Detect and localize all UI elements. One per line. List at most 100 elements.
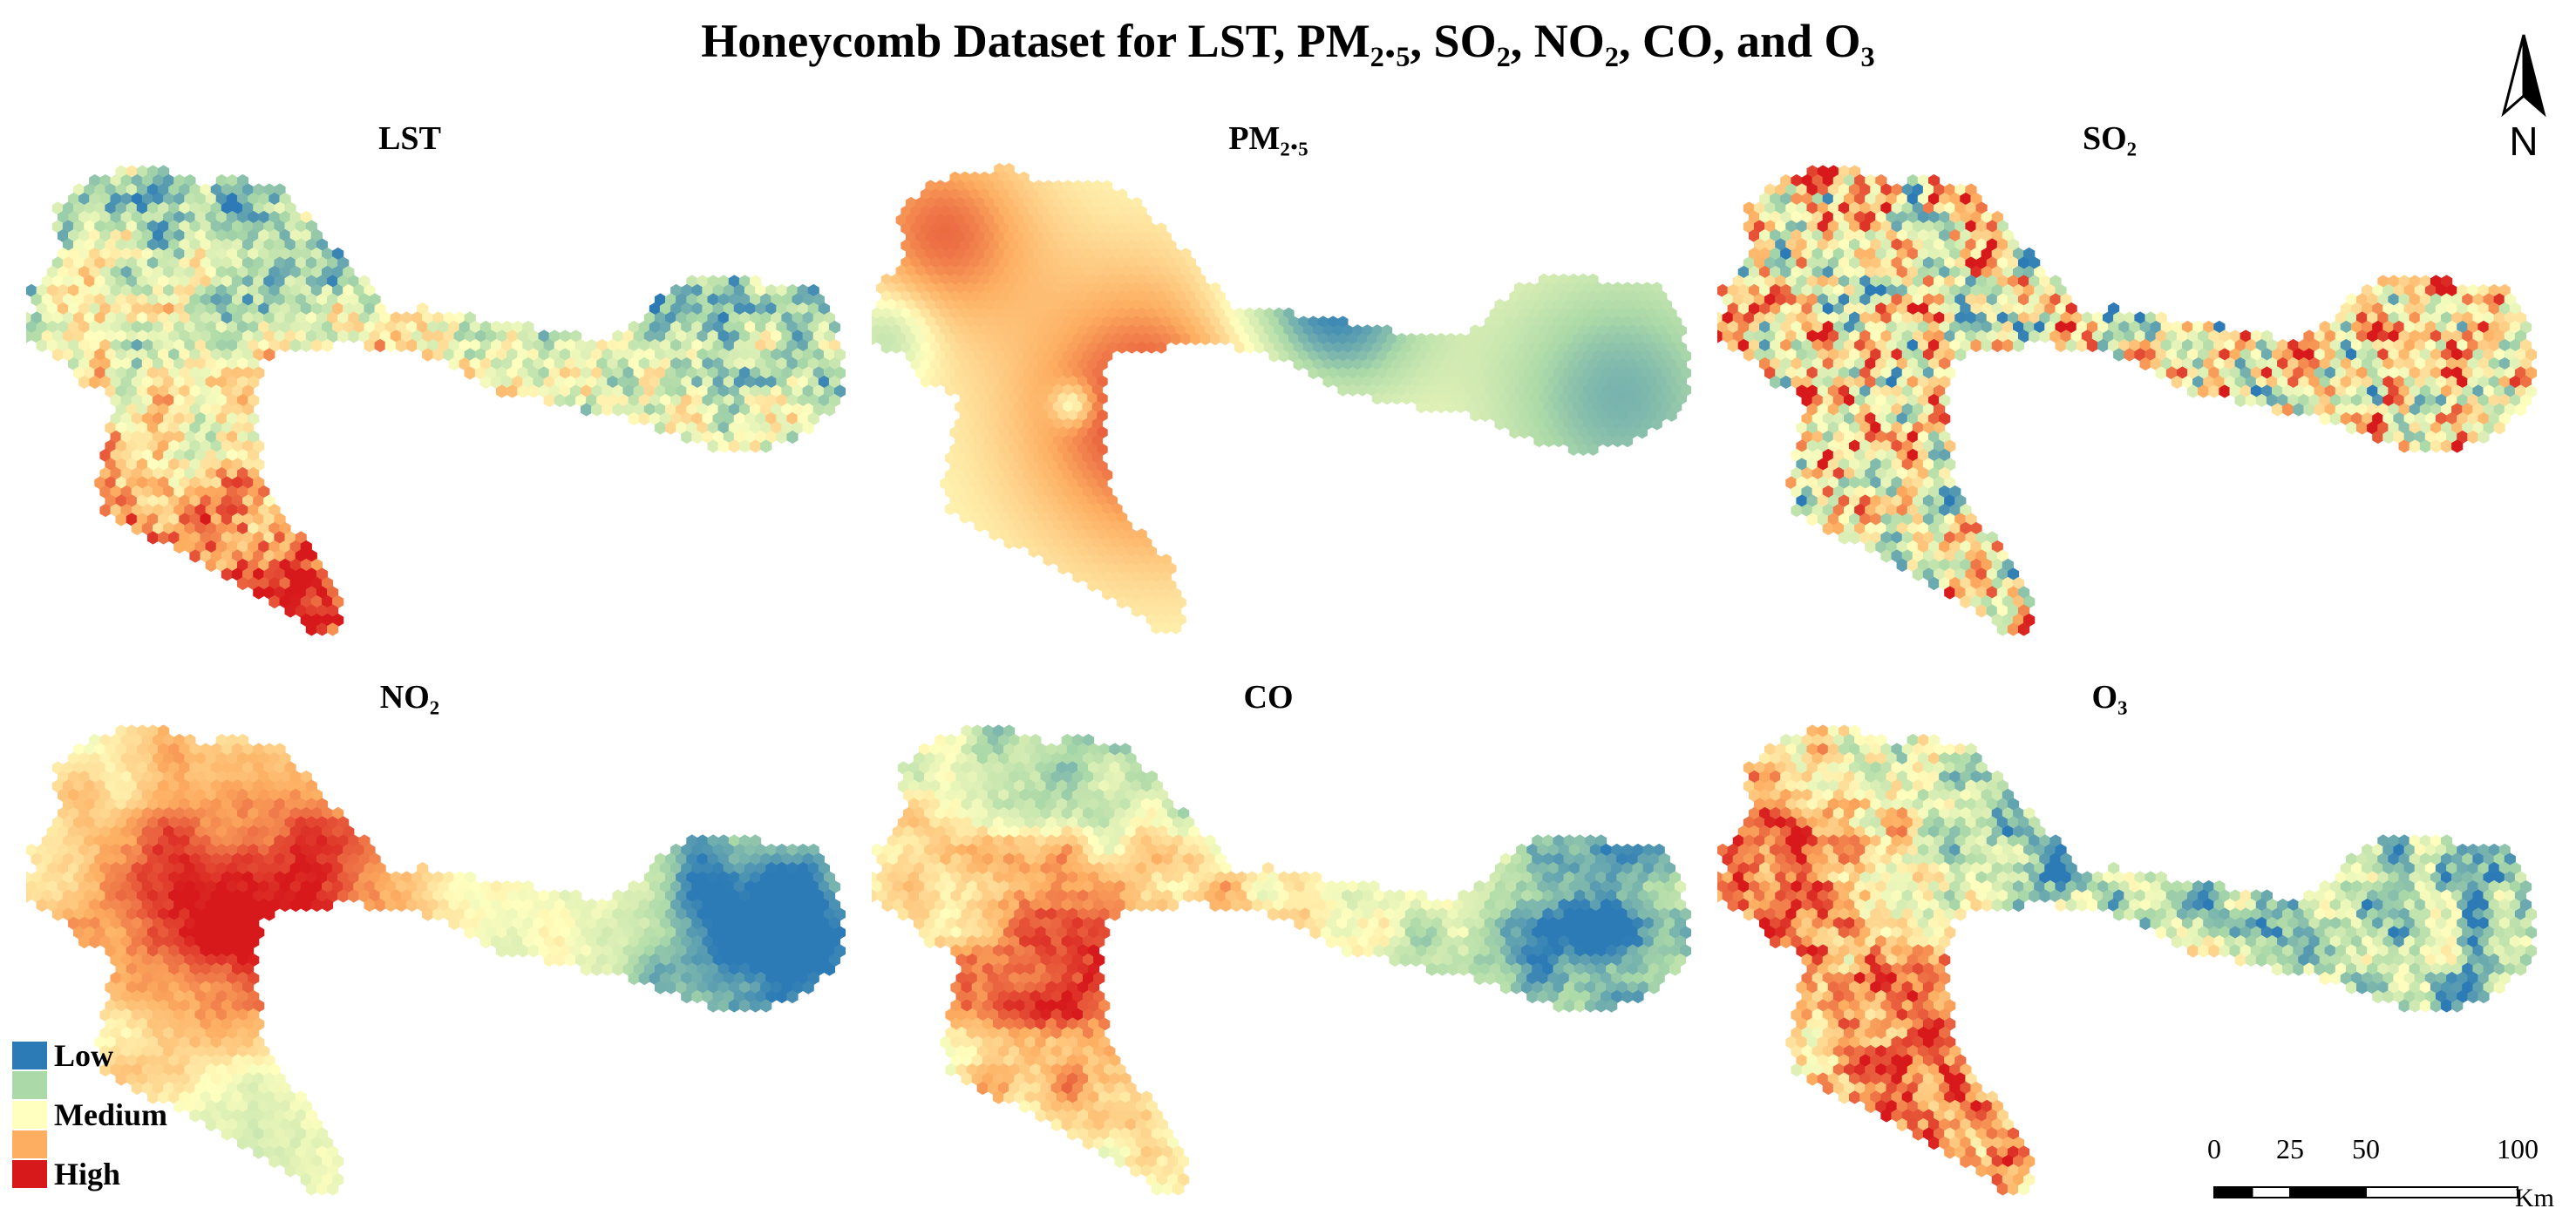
- honeycomb-cell: [1578, 358, 1589, 371]
- honeycomb-cell: [1865, 173, 1877, 188]
- honeycomb-cell: [2144, 311, 2157, 325]
- honeycomb-cell: [210, 531, 222, 545]
- honeycomb-cell: [1416, 332, 1427, 346]
- honeycomb-cell: [2240, 329, 2252, 343]
- honeycomb-cell: [1907, 320, 1919, 335]
- honeycomb-cell: [1494, 316, 1505, 329]
- honeycomb-cell: [89, 283, 101, 298]
- honeycomb-cell: [1009, 528, 1020, 541]
- honeycomb-cell: [1077, 494, 1089, 507]
- honeycomb-cell: [41, 834, 53, 848]
- honeycomb-cell: [343, 265, 355, 280]
- honeycomb-cell: [895, 214, 907, 227]
- honeycomb-cell: [935, 214, 946, 227]
- honeycomb-cell: [289, 806, 302, 821]
- honeycomb-cell: [126, 421, 138, 435]
- honeycomb-cell: [284, 201, 296, 215]
- honeycomb-cell: [1175, 324, 1186, 337]
- honeycomb-cell: [68, 788, 80, 803]
- honeycomb-cell: [1844, 356, 1856, 371]
- honeycomb-cell: [2498, 302, 2511, 316]
- honeycomb-cell: [163, 173, 175, 188]
- honeycomb-cell: [1067, 562, 1078, 575]
- honeycomb-cell: [1043, 418, 1054, 431]
- honeycomb-cell: [1332, 324, 1343, 337]
- honeycomb-cell: [126, 275, 138, 289]
- honeycomb-cell: [1917, 485, 1929, 499]
- honeycomb-cell: [984, 485, 996, 499]
- honeycomb-cell: [607, 393, 619, 408]
- honeycomb-cell: [221, 458, 233, 472]
- honeycomb-cell: [253, 816, 265, 830]
- honeycomb-cell: [189, 834, 201, 848]
- honeycomb-cell: [1785, 476, 1798, 490]
- honeycomb-cell: [1102, 536, 1113, 550]
- honeycomb-cell: [263, 586, 275, 600]
- honeycomb-cell: [1907, 247, 1919, 261]
- honeycomb-cell: [1102, 180, 1113, 193]
- honeycomb-cell: [1912, 348, 1924, 362]
- honeycomb-cell: [1886, 356, 1898, 371]
- honeycomb-cell: [237, 770, 249, 784]
- honeycomb-cell: [1111, 230, 1123, 244]
- honeycomb-cell: [2393, 338, 2405, 353]
- honeycomb-cell: [1806, 256, 1818, 270]
- honeycomb-cell: [2472, 329, 2484, 343]
- honeycomb-cell: [1160, 264, 1172, 278]
- honeycomb-cell: [1636, 307, 1648, 320]
- honeycomb-cell: [1785, 183, 1798, 197]
- honeycomb-cell: [649, 861, 661, 876]
- honeycomb-cell: [189, 871, 201, 885]
- honeycomb-cell: [1420, 358, 1432, 371]
- honeycomb-cell: [807, 843, 819, 858]
- honeycomb-cell: [717, 366, 730, 380]
- honeycomb-cell: [2467, 393, 2479, 408]
- honeycomb-cell: [944, 282, 956, 295]
- honeycomb-cell: [1981, 210, 1993, 225]
- honeycomb-cell: [1367, 384, 1378, 397]
- honeycomb-cell: [279, 861, 291, 876]
- honeycomb-cell: [670, 411, 683, 426]
- honeycomb-cell: [891, 273, 902, 286]
- honeycomb-cell: [1077, 426, 1089, 439]
- honeycomb-cell: [2324, 348, 2336, 362]
- honeycomb-cell: [57, 843, 69, 858]
- honeycomb-cell: [543, 393, 555, 408]
- honeycomb-cell: [1928, 173, 1940, 188]
- honeycomb-cell: [237, 411, 249, 426]
- honeycomb-cell: [184, 283, 196, 298]
- honeycomb-cell: [1494, 366, 1505, 380]
- honeycomb-cell: [1891, 293, 1903, 307]
- honeycomb-cell: [1489, 375, 1501, 388]
- honeycomb-cell: [1617, 392, 1628, 405]
- honeycomb-cell: [1097, 324, 1108, 337]
- honeycomb-cell: [78, 356, 91, 371]
- honeycomb-cell: [1087, 341, 1098, 354]
- honeycomb-cell: [231, 238, 244, 252]
- honeycomb-cell: [153, 825, 165, 839]
- honeycomb-cell: [1209, 298, 1221, 312]
- honeycomb-cell: [184, 503, 196, 518]
- honeycomb-cell: [1259, 316, 1270, 329]
- honeycomb-cell: [2356, 384, 2369, 398]
- honeycomb-cell: [2293, 384, 2305, 398]
- honeycomb-cell: [969, 460, 981, 473]
- honeycomb-cell: [1578, 307, 1589, 320]
- honeycomb-cell: [1944, 476, 1956, 490]
- honeycomb-cell: [984, 180, 996, 193]
- honeycomb-cell: [1806, 238, 1818, 252]
- honeycomb-cell: [1875, 192, 1887, 207]
- honeycomb-cell: [876, 298, 887, 312]
- honeycomb-cell: [237, 356, 249, 371]
- honeycomb-cell: [179, 531, 191, 545]
- honeycomb-cell: [163, 375, 175, 390]
- honeycomb-cell: [226, 825, 238, 839]
- honeycomb-cell: [1057, 222, 1069, 235]
- honeycomb-cell: [1416, 350, 1427, 363]
- honeycomb-cell: [2108, 302, 2120, 316]
- honeycomb-cell: [2409, 293, 2421, 307]
- honeycomb-cell: [2108, 320, 2120, 335]
- honeycomb-cell: [2134, 311, 2146, 325]
- honeycomb-cell: [1901, 549, 1913, 563]
- honeycomb-cell: [506, 366, 519, 380]
